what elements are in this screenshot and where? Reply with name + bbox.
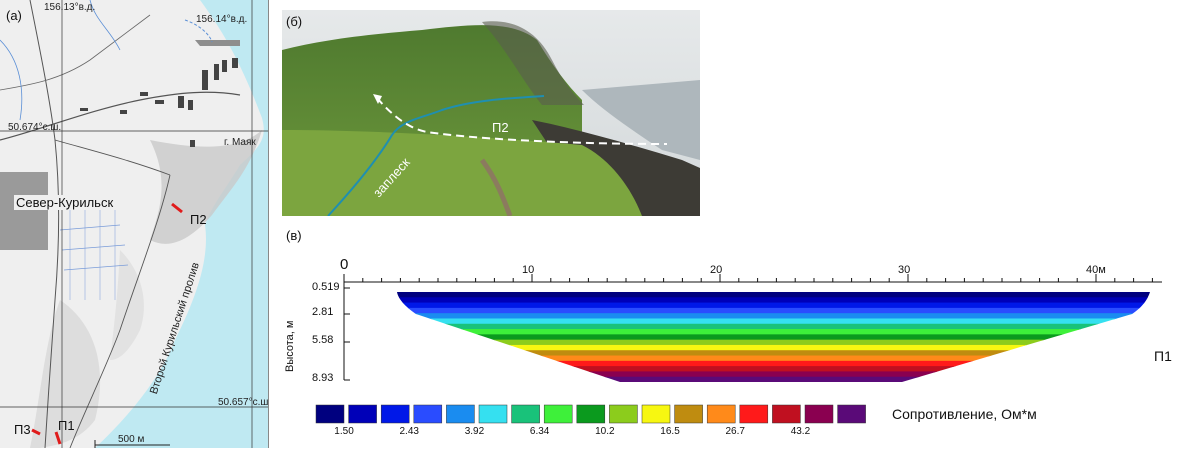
x-tick-label: 20: [710, 264, 723, 276]
legend-swatch: [641, 404, 671, 424]
legend-swatch: [576, 404, 606, 424]
legend-swatch: [511, 404, 540, 424]
resistivity-band: [397, 339, 1150, 346]
photo-profile-label: П2: [492, 120, 509, 135]
resistivity-band: [397, 297, 1150, 304]
resistivity-band: [397, 350, 1150, 357]
lighthouse-label: г. Маяк: [224, 137, 256, 148]
legend-value: 26.7: [725, 426, 745, 437]
y-tick-label: 5.58: [312, 334, 334, 346]
legend-value: 6.34: [529, 426, 550, 437]
resistivity-band: [397, 292, 1150, 299]
resistivity-band: [397, 344, 1150, 352]
resistivity-band: [397, 323, 1150, 331]
legend-value: 1.50: [334, 426, 354, 437]
resistivity-section: 0 10 20 30 40м 0.519 2.81 5.58 8.93 Высо…: [282, 230, 1197, 448]
profile-p3-label: П3: [14, 422, 31, 437]
profile-p1-label: П1: [58, 418, 75, 433]
legend-swatch: [543, 404, 573, 424]
panel-label-b: (б): [286, 14, 303, 29]
lon-right-label: 156.14°в.д.: [196, 14, 248, 25]
y-tick-label: 8.93: [312, 372, 334, 384]
town-area: [0, 172, 48, 250]
y-tick-label: 2.81: [312, 306, 334, 318]
town-label: Север-Курильск: [14, 195, 116, 210]
resistivity-band: [397, 355, 1150, 362]
legend-value: 3.92: [464, 426, 485, 437]
legend-value: 10.2: [595, 426, 615, 437]
map-graphic: [0, 0, 268, 448]
legend-swatch: [348, 404, 377, 424]
legend-swatch: [837, 404, 866, 424]
profile-p2-label: П2: [190, 212, 207, 227]
legend-swatch: [674, 404, 703, 424]
legend-swatch: [772, 404, 801, 424]
section-profile-label: П1: [1154, 348, 1172, 364]
x-tick-label: 0: [340, 256, 349, 273]
resistivity-band: [397, 376, 1150, 382]
lon-left-label: 156.13°в.д.: [44, 2, 96, 13]
resistivity-band: [397, 366, 1150, 373]
section-chart: [315, 274, 1162, 424]
legend-swatch: [804, 404, 834, 424]
legend-swatch: [706, 404, 736, 424]
legend-swatch: [380, 404, 410, 424]
y-axis-label: Высота, м: [284, 320, 296, 372]
legend-swatch: [413, 404, 443, 424]
panel-label-c: (в): [286, 228, 302, 243]
legend-swatch: [315, 404, 345, 424]
resistivity-band: [397, 334, 1150, 341]
profile-p1-mark: [54, 431, 62, 445]
profile-p2-line: [376, 97, 668, 145]
legend-swatch: [446, 404, 475, 424]
y-tick-label: 0.519: [312, 281, 340, 293]
legend-title: Сопротивление, Ом*м: [892, 406, 1037, 422]
legend-swatch: [609, 404, 638, 424]
legend-value: 16.5: [660, 426, 680, 437]
scale-label: 500 м: [118, 434, 145, 445]
resistivity-band: [397, 371, 1150, 378]
resistivity-band: [397, 360, 1150, 368]
photo-panel: заплеск П2: [282, 10, 700, 216]
legend-value: 43.2: [790, 426, 811, 437]
legend-swatch: [739, 404, 769, 424]
resistivity-band: [397, 318, 1150, 325]
lat-bottom-label: 50.657°с.ш.: [218, 397, 269, 408]
x-tick-label: 30: [898, 264, 911, 276]
lat-top-label: 50.674°с.ш.: [8, 122, 62, 133]
profile-p2-mark: [171, 202, 183, 214]
legend-value: 2.43: [399, 426, 419, 437]
profile-p3-mark: [31, 428, 41, 436]
resistivity-band: [397, 329, 1150, 336]
resistivity-band: [397, 307, 1150, 315]
legend-swatch: [478, 404, 508, 424]
x-tick-label: 10: [522, 264, 535, 276]
resistivity-band: [397, 302, 1150, 309]
photo-graphic: [282, 10, 700, 216]
map-panel: 156.13°в.д. 156.14°в.д. 50.674°с.ш. 50.6…: [0, 0, 269, 448]
runup-line: [327, 95, 545, 216]
resistivity-band: [397, 313, 1150, 320]
panel-label-a: (а): [6, 8, 22, 23]
x-tick-label: 40м: [1086, 264, 1106, 276]
